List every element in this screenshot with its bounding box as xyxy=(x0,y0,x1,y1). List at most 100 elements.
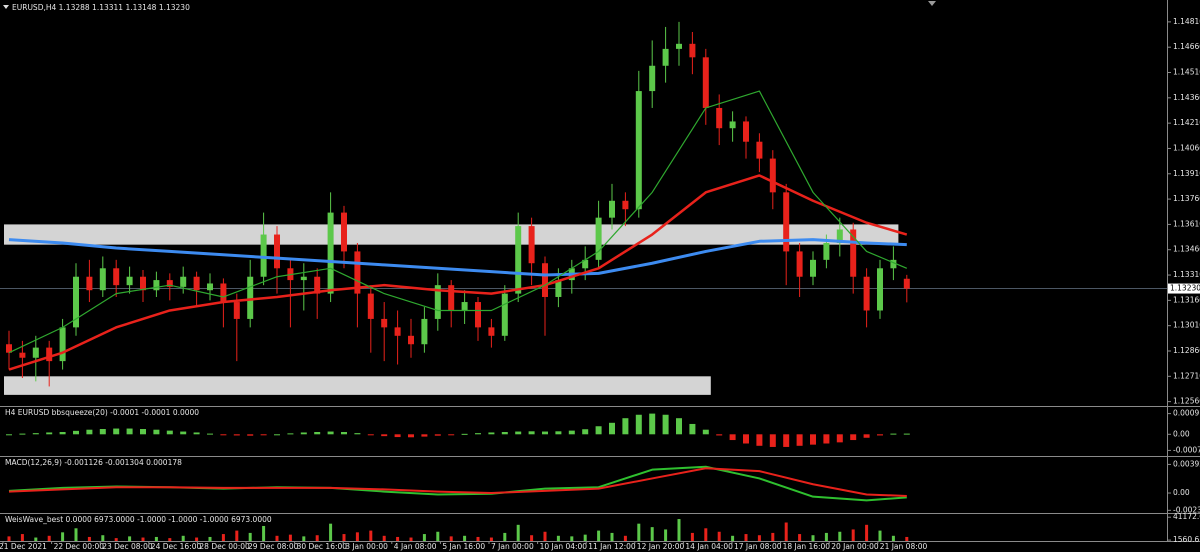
candle-body xyxy=(220,283,227,303)
volume-bar xyxy=(315,535,319,541)
histogram-bar xyxy=(568,430,575,435)
main-header: EURUSD,H4 1.13288 1.13311 1.13148 1.1323… xyxy=(12,3,190,12)
y-tick-label: 0.00 xyxy=(1173,429,1190,438)
candle-body xyxy=(274,234,280,269)
histogram-bar xyxy=(488,432,495,435)
histogram-bar xyxy=(528,431,535,435)
x-tick-label: 29 Dec 08:00 xyxy=(248,542,299,551)
volume-bar xyxy=(623,535,627,541)
candle-body xyxy=(595,217,602,260)
candle-body xyxy=(461,302,468,311)
candle-body xyxy=(153,280,160,291)
histogram-bar xyxy=(769,434,776,447)
histogram-bar xyxy=(609,422,615,435)
volume-bar xyxy=(798,534,802,541)
y-tick-label: 1.12860 xyxy=(1173,346,1200,355)
histogram-bar xyxy=(46,432,53,435)
y-tick-label: 0.003921 xyxy=(1173,459,1200,468)
moving-average xyxy=(8,238,907,277)
histogram-bar xyxy=(877,434,883,436)
candle-body xyxy=(19,352,26,358)
x-tick-label: 14 Jan 04:00 xyxy=(685,542,733,551)
volume-bar xyxy=(195,537,199,541)
histogram-bar xyxy=(274,434,280,436)
candle-body xyxy=(247,276,254,319)
histogram-bar xyxy=(542,431,548,435)
y-tick-label: -0.0007 xyxy=(1173,445,1200,454)
volume-bar xyxy=(74,528,78,541)
histogram-bar xyxy=(233,434,240,436)
candle-body xyxy=(783,192,790,252)
candle-body xyxy=(796,251,803,277)
histogram-bar xyxy=(555,431,562,435)
candle-body xyxy=(542,263,548,297)
y-tick-label: 1.13310 xyxy=(1173,270,1200,279)
volume-bar xyxy=(342,534,346,541)
candle-body xyxy=(756,141,763,159)
menu-arrow[interactable] xyxy=(3,5,9,9)
candle-body xyxy=(850,229,857,277)
candle-body xyxy=(609,200,615,218)
x-tick-label: 30 Dec 16:00 xyxy=(297,542,348,551)
x-tick-label: 18 Jan 16:00 xyxy=(783,542,831,551)
histogram-bar xyxy=(448,434,455,436)
y-tick-label: 41172.6 xyxy=(1173,512,1200,521)
candle-body xyxy=(528,226,535,264)
candle-body xyxy=(367,293,374,319)
histogram-bar xyxy=(743,434,749,444)
histogram-bar xyxy=(783,434,790,447)
volume-bar xyxy=(275,535,279,541)
candle-body xyxy=(99,268,106,291)
histogram-bar xyxy=(475,433,481,435)
volume-bar xyxy=(784,522,788,541)
candle-body xyxy=(582,259,589,269)
histogram-bar xyxy=(635,414,642,435)
histogram-bar xyxy=(32,433,39,435)
candle-body xyxy=(716,107,723,129)
histogram-bar xyxy=(287,433,294,435)
volume-bar xyxy=(891,535,895,541)
histogram-bar xyxy=(113,428,120,435)
candle-body xyxy=(863,276,870,311)
candle-body xyxy=(448,285,455,311)
histogram-bar xyxy=(903,433,910,435)
x-tick-label: 21 Dec 2021 xyxy=(0,542,47,551)
candle-body xyxy=(341,212,347,252)
volume-bar xyxy=(87,536,91,541)
histogram-bar xyxy=(166,430,173,435)
x-tick-label: 28 Dec 00:00 xyxy=(199,542,250,551)
histogram-bar xyxy=(126,428,133,435)
volume-bar xyxy=(7,536,11,541)
candle-body xyxy=(140,276,146,291)
histogram-bar xyxy=(367,434,374,436)
candle-body xyxy=(207,283,213,291)
candle-body xyxy=(676,43,682,49)
shift-marker[interactable] xyxy=(928,1,936,6)
histogram-bar xyxy=(327,431,334,435)
candle-body xyxy=(810,259,816,277)
volume-bar xyxy=(597,530,601,541)
histogram-bar xyxy=(6,434,12,436)
candle-body xyxy=(193,276,200,291)
histogram-bar xyxy=(341,432,347,435)
candle-body xyxy=(260,234,267,277)
volume-bar xyxy=(744,534,748,541)
candle-body xyxy=(421,318,428,345)
candle-body xyxy=(903,278,910,289)
histogram-bar xyxy=(649,413,656,435)
volume-bar xyxy=(101,535,105,541)
candle-body xyxy=(327,212,334,294)
moving-average xyxy=(8,90,908,354)
volume-bar xyxy=(865,524,869,541)
candle-body xyxy=(233,302,240,319)
volume-bar xyxy=(20,534,24,541)
volume-bar xyxy=(34,537,38,541)
candle-body xyxy=(113,268,120,286)
y-tick-label: 1.12710 xyxy=(1173,371,1200,380)
candle-body xyxy=(743,121,749,142)
volume-bar xyxy=(208,536,212,541)
volume-bar xyxy=(556,535,560,541)
candle-body xyxy=(555,280,562,297)
candle-body xyxy=(635,91,642,210)
